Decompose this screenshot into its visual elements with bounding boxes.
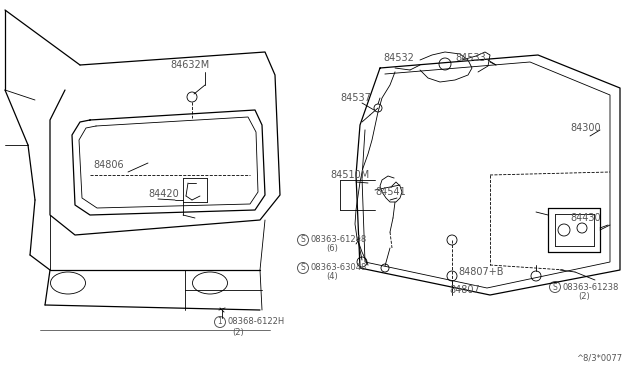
Text: (2): (2) — [579, 292, 590, 301]
Text: 84806: 84806 — [93, 160, 124, 170]
Text: 08363-61238: 08363-61238 — [563, 282, 619, 292]
Text: 1: 1 — [218, 317, 222, 327]
Text: 84541: 84541 — [375, 187, 406, 197]
Text: 84420: 84420 — [148, 189, 179, 199]
Text: 84533: 84533 — [455, 53, 486, 63]
Text: 84532: 84532 — [383, 53, 414, 63]
Text: 84807+B: 84807+B — [458, 267, 504, 277]
Text: 84430: 84430 — [570, 213, 600, 223]
Text: 08363-61248: 08363-61248 — [310, 235, 367, 244]
Text: S: S — [301, 235, 305, 244]
Text: ^8/3*0077: ^8/3*0077 — [576, 353, 622, 362]
Text: 84300: 84300 — [570, 123, 600, 133]
Text: (6): (6) — [326, 244, 339, 253]
Text: 84510M: 84510M — [330, 170, 369, 180]
Text: 84632M: 84632M — [170, 60, 209, 70]
Text: (2): (2) — [232, 327, 244, 337]
Text: 84807: 84807 — [449, 285, 480, 295]
Text: 84537: 84537 — [340, 93, 371, 103]
Text: S: S — [552, 282, 557, 292]
Text: 08363-63048: 08363-63048 — [310, 263, 367, 273]
Text: 08368-6122H: 08368-6122H — [228, 317, 285, 327]
Text: (4): (4) — [326, 273, 339, 282]
Text: S: S — [301, 263, 305, 273]
